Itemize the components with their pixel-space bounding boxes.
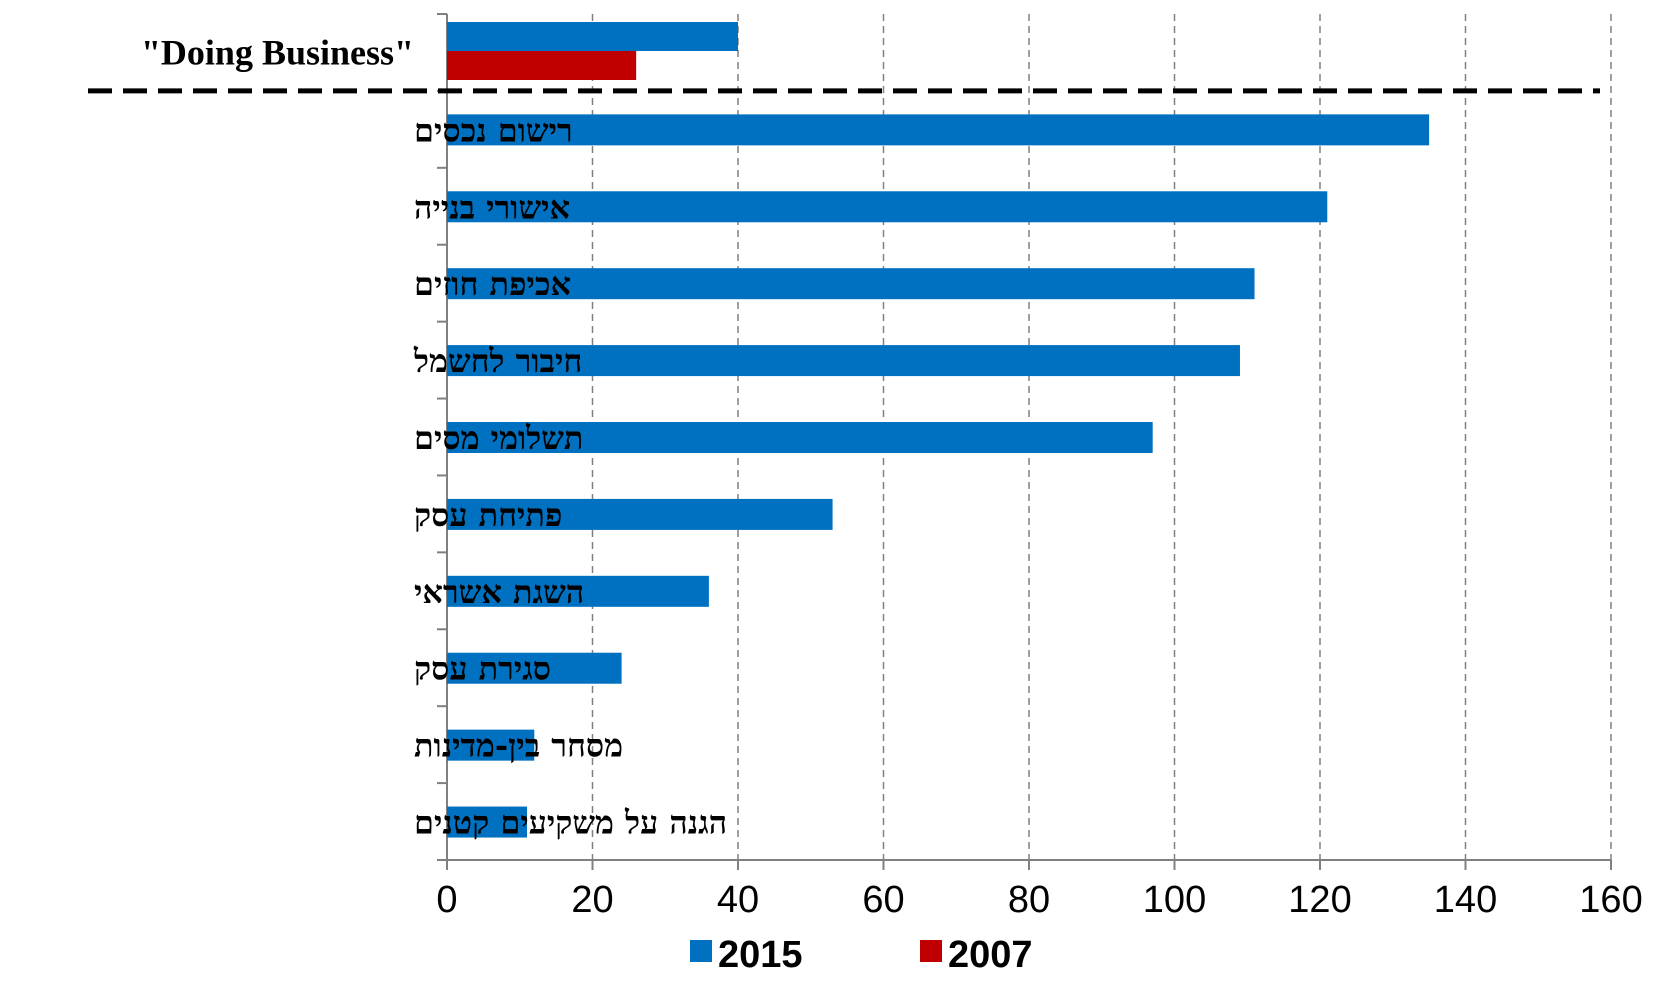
bar-2015 (447, 191, 1328, 223)
bar-2015 (447, 806, 528, 838)
category-label: סגירת עסק (414, 650, 551, 688)
category-label: רישום נכסים (414, 111, 573, 149)
bar-2007 (447, 51, 637, 80)
category-label: מסחר בין-מדינות (414, 727, 623, 765)
bar-2015 (447, 575, 709, 607)
legend-swatch-2007 (920, 940, 942, 962)
bar-2015 (447, 498, 833, 530)
bar-2015 (447, 729, 535, 761)
category-label: "Doing Business" (141, 32, 414, 72)
legend-swatch-2015 (690, 940, 712, 962)
category-label: השגת אשראי (414, 573, 584, 611)
x-tick-label: 120 (1288, 879, 1351, 921)
x-tick-label: 100 (1143, 879, 1206, 921)
x-tick-label: 20 (571, 879, 613, 921)
x-tick-label: 140 (1434, 879, 1497, 921)
x-tick-label: 160 (1579, 879, 1642, 921)
x-tick-label: 40 (717, 879, 759, 921)
x-tick-label: 80 (1008, 879, 1050, 921)
x-tick-label: 0 (436, 879, 457, 921)
category-label: אכיפת חוזים (414, 265, 571, 303)
bar-2015 (447, 22, 738, 51)
category-label: חיבור לחשמל (413, 342, 582, 380)
category-label: פתיחת עסק (414, 496, 562, 534)
bar-2015 (447, 422, 1153, 453)
legend-label-2007: 2007 (948, 934, 1033, 976)
bar-2015 (447, 652, 622, 684)
x-tick-label: 60 (862, 879, 904, 921)
bar-2015 (447, 345, 1240, 377)
category-label: אישורי בנייה (414, 188, 570, 226)
category-label: הגנה על משקיעים קטנים (414, 804, 727, 842)
bar-2015 (447, 268, 1255, 300)
legend-label-2015: 2015 (718, 934, 803, 976)
category-label: תשלומי מסים (414, 419, 583, 457)
bar-2015 (447, 114, 1430, 146)
